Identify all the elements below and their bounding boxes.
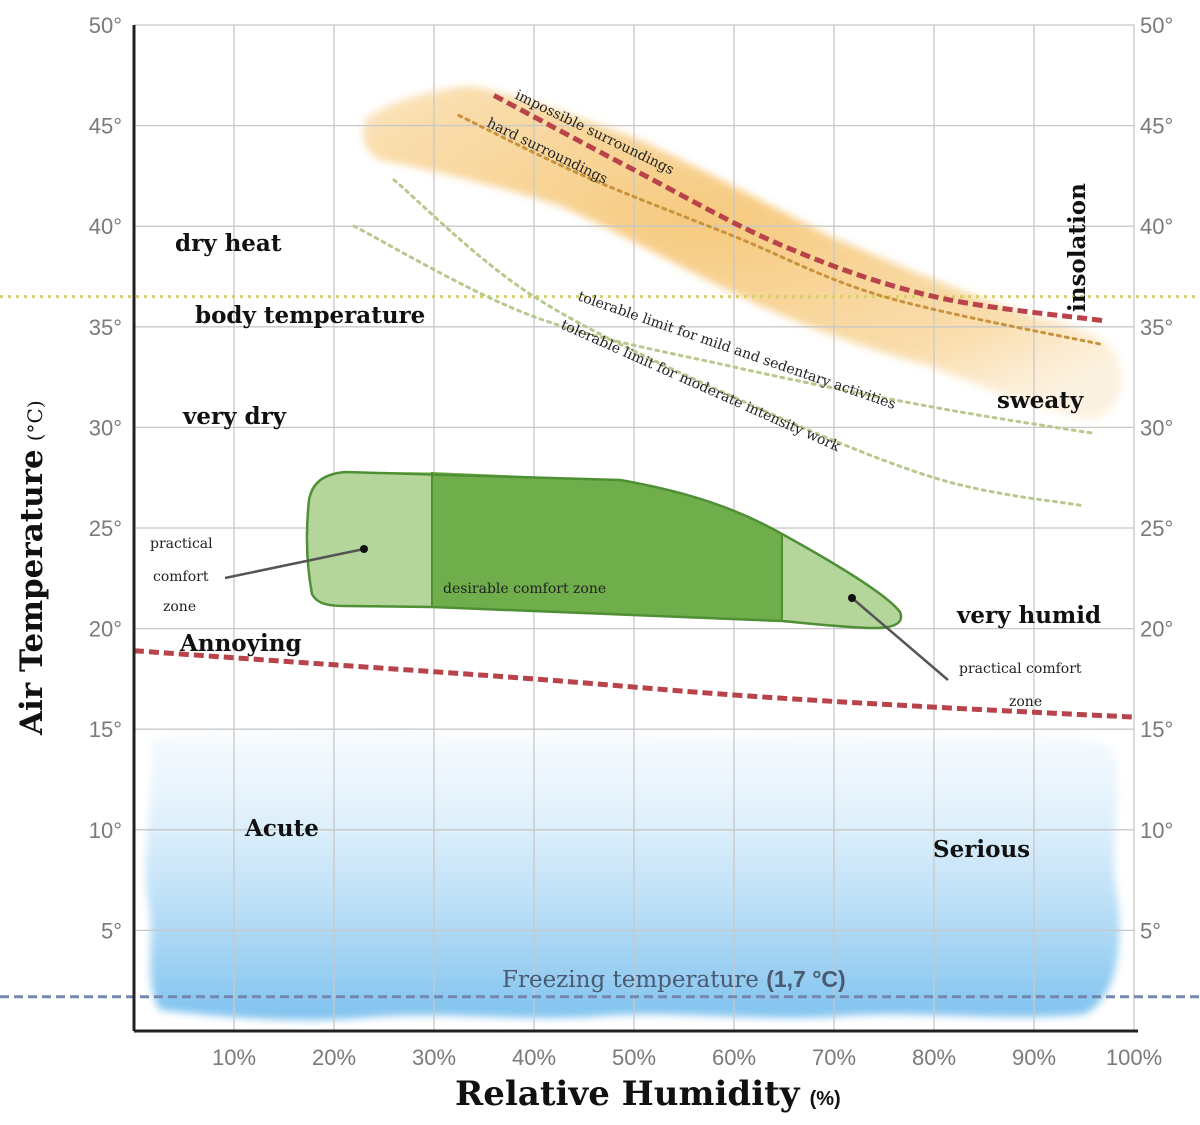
y-tick-label-left-50: 50°: [89, 13, 122, 38]
label-desirable-comfort-zone: desirable comfort zone: [443, 581, 606, 597]
tick-labels: 10% 20% 30% 40% 50% 60% 70% 80% 90% 100% 5° 5° 10° 10…: [89, 13, 1174, 1070]
freezing-text: Freezing temperature: [502, 967, 766, 993]
curve-cold-discomfort-limit: [133, 648, 1135, 720]
pointers: [224, 545, 949, 681]
y-tick-label-left-40: 40°: [89, 214, 122, 239]
x-tick-label-60: 60%: [712, 1045, 756, 1070]
x-tick-label-10: 10%: [212, 1045, 256, 1070]
freezing-value: (1,7 °C): [766, 966, 846, 992]
comfort-labels: desirable comfort zone practical comfort…: [150, 536, 1082, 710]
label-very-humid: very humid: [956, 602, 1101, 629]
y-tick-label-left-10: 10°: [89, 818, 122, 843]
background-zones: [145, 86, 1123, 1020]
y-tick-label-left-45: 45°: [89, 114, 122, 139]
x-tick-label-30: 30%: [412, 1045, 456, 1070]
pointer-dot-right: [848, 594, 856, 602]
x-tick-label-40: 40%: [512, 1045, 556, 1070]
x-axis-title: Relative Humidity (%): [455, 1074, 841, 1114]
reference-curves: [0, 93, 1200, 999]
practical-comfort-zone-left: [307, 472, 432, 607]
label-practical-right-2: zone: [1009, 694, 1042, 710]
y-tick-label-right-5: 5°: [1140, 918, 1161, 943]
desirable-comfort-zone: [432, 472, 782, 621]
y-axis-unit: (°C): [23, 400, 47, 441]
x-tick-label-20: 20%: [312, 1045, 356, 1070]
curve-tolerable-limit-for-moderate-intensity-work: [392, 178, 1086, 508]
pointer-right: [851, 597, 949, 681]
cold-zone: [145, 729, 1120, 1020]
y-tick-label-left-30: 30°: [89, 415, 122, 440]
label-dry-heat: dry heat: [175, 230, 282, 257]
label-very-dry: very dry: [182, 403, 287, 430]
y-tick-label-left-35: 35°: [89, 315, 122, 340]
curve-impossible-surroundings: [492, 93, 1105, 324]
label-annoying: Annoying: [179, 630, 302, 657]
y-tick-label-left-5: 5°: [101, 918, 122, 943]
y-tick-label-right-10: 10°: [1140, 818, 1173, 843]
x-tick-label-100: 100%: [1106, 1045, 1162, 1070]
y-tick-label-right-25: 25°: [1140, 516, 1173, 541]
label-insolation: insolation: [1064, 183, 1091, 312]
y-tick-label-right-40: 40°: [1140, 214, 1173, 239]
comfort-zone-outline: [305, 470, 903, 630]
curve-tolerable-limit-for-mild-and-sedentary-activities: [352, 224, 1096, 435]
x-tick-label-90: 90%: [1012, 1045, 1056, 1070]
zone-labels: dry heat body temperature very dry sweat…: [175, 183, 1101, 863]
x-tick-label-50: 50%: [612, 1045, 656, 1070]
y-axis-title: Air Temperature (°C): [14, 400, 50, 736]
label-sweaty: sweaty: [997, 387, 1084, 414]
x-axis-unit: (%): [810, 1088, 841, 1110]
label-practical-left-1: practical: [150, 536, 213, 552]
axes: [132, 25, 1138, 1033]
x-axis-title-text: Relative Humidity: [455, 1074, 801, 1114]
y-tick-label-right-20: 20°: [1140, 617, 1173, 642]
curve-hard-surroundings: [457, 114, 1106, 347]
label-practical-left-2: comfort: [153, 569, 209, 585]
practical-comfort-zone-right: [782, 534, 901, 628]
y-tick-label-right-15: 15°: [1140, 717, 1173, 742]
label-practical-right-1: practical comfort: [959, 661, 1082, 677]
pointer-left: [224, 547, 365, 580]
y-tick-label-left-15: 15°: [89, 717, 122, 742]
comfort-zones: [305, 470, 903, 630]
y-tick-label-right-50: 50°: [1140, 13, 1173, 38]
y-tick-label-right-35: 35°: [1140, 315, 1173, 340]
pointer-dot-left: [360, 545, 368, 553]
hot-zone: [362, 86, 1123, 420]
y-tick-label-right-45: 45°: [1140, 114, 1173, 139]
y-tick-label-left-25: 25°: [89, 516, 122, 541]
label-freezing-temperature: Freezing temperature (1,7 °C): [502, 966, 846, 993]
label-serious: Serious: [933, 836, 1030, 863]
y-tick-label-left-20: 20°: [89, 617, 122, 642]
label-practical-left-3: zone: [163, 599, 196, 615]
x-tick-label-80: 80%: [912, 1045, 956, 1070]
label-acute: Acute: [244, 815, 319, 842]
y-tick-label-right-30: 30°: [1140, 415, 1173, 440]
y-axis-title-text: Air Temperature: [14, 449, 50, 736]
label-body-temperature: body temperature: [195, 302, 425, 329]
x-tick-label-70: 70%: [812, 1045, 856, 1070]
